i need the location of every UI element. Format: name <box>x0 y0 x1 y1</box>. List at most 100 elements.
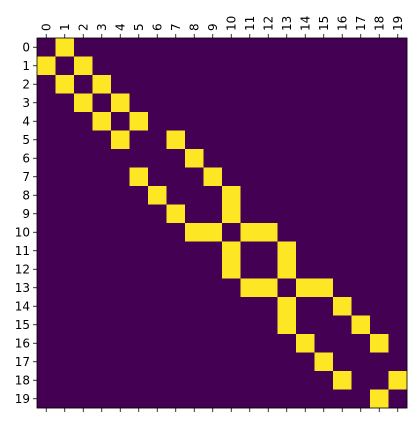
heatmap-cell-r4-c17 <box>351 112 371 131</box>
x-tick-label-4: 4 <box>113 23 127 31</box>
heatmap-cell-r6-c7 <box>166 149 186 168</box>
heatmap-cell-r2-c16 <box>333 75 352 94</box>
heatmap-cell-r14-c8 <box>185 297 204 316</box>
heatmap-cell-r8-c8 <box>185 186 204 205</box>
heatmap-cell-r16-c0 <box>37 334 56 353</box>
heatmap-cell-r3-c16 <box>333 93 352 113</box>
heatmap-cell-r3-c7 <box>166 93 186 113</box>
heatmap-cell-r17-c12 <box>259 352 278 372</box>
heatmap-cell-r6-c15 <box>314 149 334 168</box>
x-tick-label-15: 15 <box>317 16 331 31</box>
heatmap-cell-r13-c8 <box>185 278 204 298</box>
heatmap-cell-r2-c6 <box>148 75 167 94</box>
heatmap-cell-r17-c3 <box>92 352 112 372</box>
heatmap-cell-r3-c13 <box>277 93 297 113</box>
heatmap-cell-r6-c16 <box>333 149 352 168</box>
heatmap-cell-r9-c6 <box>148 204 167 224</box>
heatmap-cell-r1-c2 <box>74 56 93 76</box>
heatmap-cell-r13-c5 <box>129 278 149 298</box>
heatmap-cell-r12-c16 <box>333 260 352 279</box>
heatmap-cell-r9-c12 <box>259 204 278 224</box>
heatmap-cell-r1-c12 <box>259 56 278 76</box>
heatmap-cell-r6-c5 <box>129 149 149 168</box>
heatmap-cell-r11-c8 <box>185 241 204 261</box>
heatmap-cell-r16-c7 <box>166 334 186 353</box>
heatmap-cell-r17-c16 <box>333 352 352 372</box>
heatmap-cell-r10-c11 <box>240 223 260 242</box>
heatmap-cell-r12-c14 <box>296 260 315 279</box>
heatmap-cell-r0-c4 <box>111 38 130 57</box>
heatmap-cell-r6-c8 <box>185 149 204 168</box>
heatmap-cell-r13-c7 <box>166 278 186 298</box>
heatmap-cell-r12-c3 <box>92 260 112 279</box>
heatmap-cell-r19-c7 <box>166 389 186 409</box>
heatmap-cell-r18-c10 <box>222 371 241 390</box>
heatmap-cell-r3-c6 <box>148 93 167 113</box>
heatmap-cell-r19-c18 <box>370 389 389 409</box>
heatmap-cell-r2-c12 <box>259 75 278 94</box>
heatmap-cell-r13-c10 <box>222 278 241 298</box>
heatmap-cell-r9-c1 <box>55 204 75 224</box>
heatmap-cell-r10-c0 <box>37 223 56 242</box>
heatmap-cell-r0-c2 <box>74 38 93 57</box>
heatmap-cell-r0-c15 <box>314 38 334 57</box>
heatmap-cell-r8-c7 <box>166 186 186 205</box>
heatmap-cell-r2-c10 <box>222 75 241 94</box>
heatmap-cell-r13-c15 <box>314 278 334 298</box>
heatmap-cell-r16-c2 <box>74 334 93 353</box>
heatmap-cell-r4-c10 <box>222 112 241 131</box>
heatmap-cell-r18-c15 <box>314 371 334 390</box>
heatmap-cell-r18-c4 <box>111 371 130 390</box>
heatmap-cell-r4-c3 <box>92 112 112 131</box>
heatmap-cell-r15-c14 <box>296 315 315 335</box>
heatmap-cell-r12-c10 <box>222 260 241 279</box>
heatmap-cell-r1-c9 <box>203 56 223 76</box>
heatmap-cell-r8-c6 <box>148 186 167 205</box>
heatmap-cell-r7-c1 <box>55 167 75 187</box>
x-tick-label-16: 16 <box>335 16 349 31</box>
heatmap-cell-r0-c6 <box>148 38 167 57</box>
heatmap-cell-r14-c14 <box>296 297 315 316</box>
heatmap-cell-r9-c16 <box>333 204 352 224</box>
heatmap-cell-r4-c8 <box>185 112 204 131</box>
heatmap-cell-r17-c11 <box>240 352 260 372</box>
heatmap-cell-r4-c0 <box>37 112 56 131</box>
heatmap-cell-r19-c12 <box>259 389 278 409</box>
heatmap-cell-r12-c1 <box>55 260 75 279</box>
heatmap-cell-r18-c8 <box>185 371 204 390</box>
heatmap-cell-r16-c5 <box>129 334 149 353</box>
y-tick-label-7: 7 <box>22 170 30 184</box>
heatmap-cell-r15-c15 <box>314 315 334 335</box>
heatmap-cell-r7-c3 <box>92 167 112 187</box>
heatmap-cell-r7-c17 <box>351 167 371 187</box>
heatmap-cell-r4-c6 <box>148 112 167 131</box>
heatmap-cell-r12-c18 <box>370 260 389 279</box>
heatmap-cell-r9-c9 <box>203 204 223 224</box>
heatmap-cell-r6-c13 <box>277 149 297 168</box>
heatmap-cell-r14-c17 <box>351 297 371 316</box>
heatmap-cell-r0-c16 <box>333 38 352 57</box>
heatmap-cell-r4-c1 <box>55 112 75 131</box>
heatmap-cell-r11-c14 <box>296 241 315 261</box>
heatmap-cell-r5-c6 <box>148 130 167 150</box>
heatmap-cell-r5-c2 <box>74 130 93 150</box>
heatmap-cell-r1-c4 <box>111 56 130 76</box>
heatmap-cell-r2-c8 <box>185 75 204 94</box>
heatmap-cell-r9-c13 <box>277 204 297 224</box>
heatmap-cell-r16-c16 <box>333 334 352 353</box>
heatmap-cell-r17-c8 <box>185 352 204 372</box>
heatmap-cell-r6-c19 <box>388 149 408 168</box>
heatmap-cell-r19-c17 <box>351 389 371 409</box>
heatmap-cell-r1-c1 <box>55 56 75 76</box>
heatmap-cell-r1-c10 <box>222 56 241 76</box>
heatmap-cell-r1-c7 <box>166 56 186 76</box>
heatmap-cell-r11-c7 <box>166 241 186 261</box>
heatmap-cell-r16-c6 <box>148 334 167 353</box>
heatmap-cell-r1-c11 <box>240 56 260 76</box>
heatmap-cell-r6-c17 <box>351 149 371 168</box>
heatmap-cell-r7-c16 <box>333 167 352 187</box>
heatmap-cell-r4-c5 <box>129 112 149 131</box>
y-tick-label-17: 17 <box>15 355 30 369</box>
heatmap-cell-r18-c11 <box>240 371 260 390</box>
y-tick-label-11: 11 <box>15 244 30 258</box>
